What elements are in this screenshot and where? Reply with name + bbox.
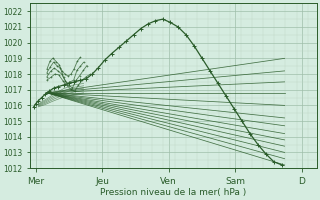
X-axis label: Pression niveau de la mer( hPa ): Pression niveau de la mer( hPa )	[100, 188, 247, 197]
